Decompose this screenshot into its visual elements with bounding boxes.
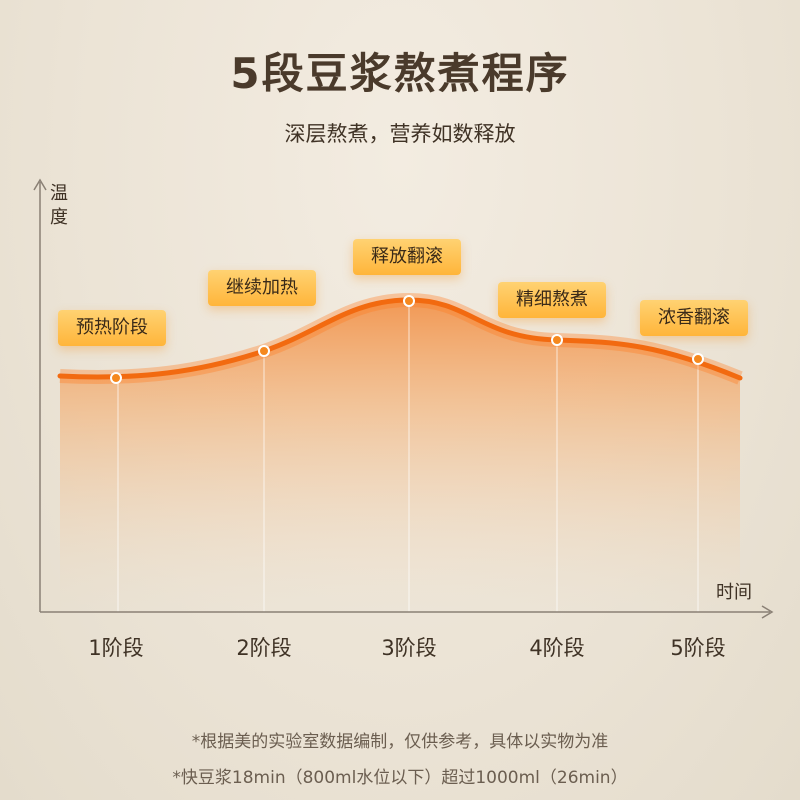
stage-point	[692, 353, 704, 365]
stage-point	[551, 334, 563, 346]
stage-badge: 浓香翻滚	[640, 300, 748, 336]
stage-point	[403, 295, 415, 307]
stage-label: 1阶段	[88, 636, 144, 660]
x-arrow	[761, 605, 774, 619]
stage-badge: 继续加热	[208, 270, 316, 306]
stage-label: 3阶段	[381, 636, 437, 660]
x-axis-label: 时间	[716, 582, 752, 603]
subtitle: 深层熬煮，营养如数释放	[284, 122, 516, 146]
axes	[33, 178, 774, 619]
stage-point	[258, 345, 270, 357]
stage-label: 4阶段	[529, 636, 585, 660]
footnote: *根据美的实验室数据编制，仅供参考，具体以实物为准	[191, 732, 609, 752]
footnote: *快豆浆18min（800ml水位以下）超过1000ml（26min）	[172, 768, 628, 788]
guide-lines	[117, 301, 699, 612]
stage-points	[110, 295, 704, 384]
stage-label: 2阶段	[236, 636, 292, 660]
curve-area	[60, 300, 740, 612]
stage-point	[110, 372, 122, 384]
y-axis-label: 温度	[50, 183, 68, 228]
y-arrow	[33, 178, 47, 191]
stage-badge: 释放翻滚	[353, 239, 461, 275]
title: 5段豆浆熬煮程序	[230, 49, 570, 98]
stage-badge: 精细熬煮	[498, 282, 606, 318]
stage-badge: 预热阶段	[58, 310, 166, 346]
stage-label: 5阶段	[670, 636, 726, 660]
